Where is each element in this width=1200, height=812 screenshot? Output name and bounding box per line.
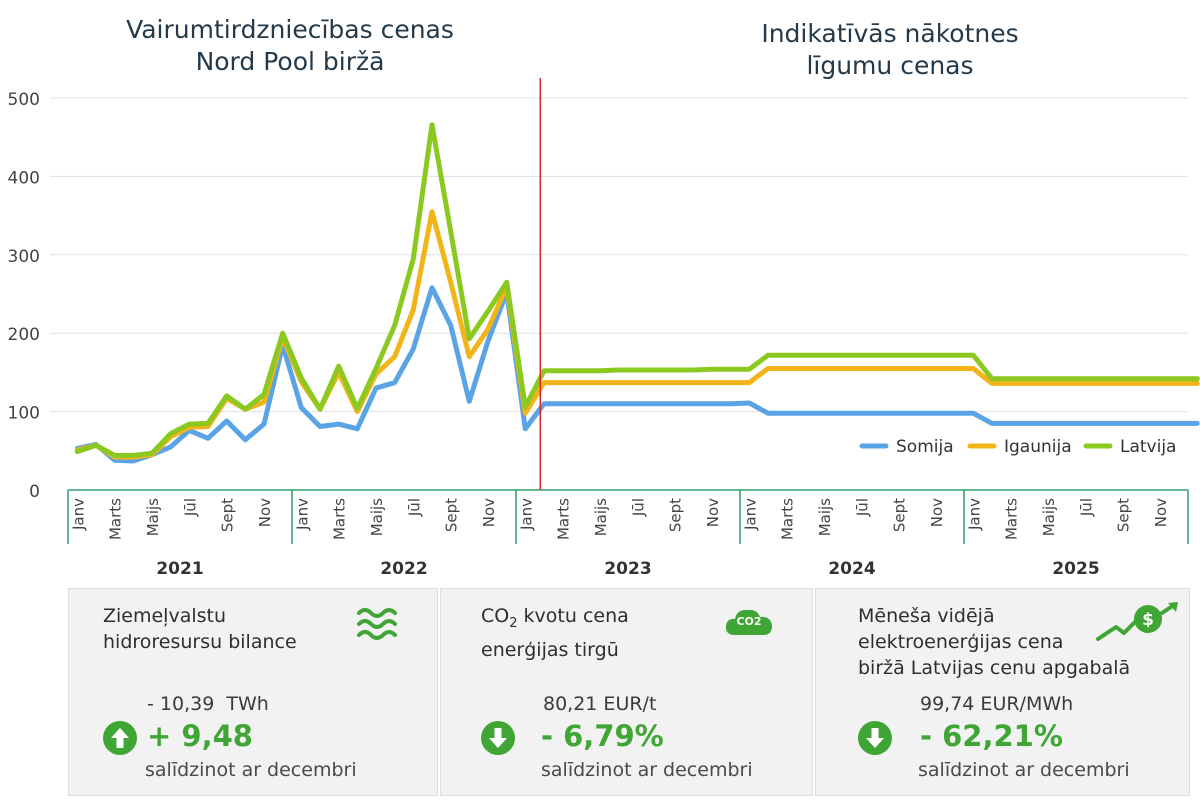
month-label: Nov: [256, 498, 274, 527]
month-label: Maijs: [368, 498, 386, 536]
co2-icon-label: CO2: [736, 615, 762, 628]
month-label: Maijs: [1040, 498, 1058, 536]
month-label: Janv: [293, 498, 311, 531]
hydro-balance-card: Ziemeļvalstu hidroresursu bilance - 10,3…: [68, 588, 438, 796]
month-label: Jūl: [1077, 498, 1095, 517]
month-label: Sept: [1115, 498, 1133, 532]
card-title-line: Ziemeļvalstu: [103, 605, 227, 627]
y-tick-label: 400: [8, 168, 40, 188]
down-arrow-icon: [481, 721, 515, 755]
co2-subscript: 2: [509, 615, 518, 631]
month-label: Janv: [965, 498, 983, 531]
month-label: Marts: [1003, 498, 1021, 540]
absolute-value: 80,21 EUR/t: [543, 693, 657, 715]
card-title-line: Mēneša vidējā: [858, 605, 995, 627]
year-label: 2023: [604, 559, 651, 579]
month-label: Sept: [443, 498, 461, 532]
month-label: Nov: [704, 498, 722, 527]
legend-label: Igaunija: [1004, 437, 1072, 457]
up-arrow-icon: [103, 721, 137, 755]
down-arrow-icon: [858, 721, 892, 755]
month-label: Marts: [331, 498, 349, 540]
electricity-price-card: Mēneša vidējā elektroenerģijas cena birž…: [815, 588, 1190, 796]
month-label: Sept: [667, 498, 685, 532]
delta-value: - 6,79%: [541, 719, 664, 753]
month-label: Jūl: [853, 498, 871, 517]
co2-cloud-icon: CO2: [723, 605, 775, 639]
year-label: 2021: [156, 559, 203, 579]
month-label: Nov: [928, 498, 946, 527]
month-label: Maijs: [144, 498, 162, 536]
year-label: 2025: [1052, 559, 1099, 579]
chart-title-left: Vairumtirdzniecības cenas Nord Pool birž…: [90, 14, 490, 78]
year-label: 2024: [828, 559, 875, 579]
y-tick-label: 200: [8, 325, 40, 345]
series-line-latvija: [74, 122, 1200, 458]
legend-label: Somija: [896, 437, 954, 457]
comparison-text: salīdzinot ar decembri: [541, 759, 753, 781]
chart-title-right-line1: Indikatīvās nākotnes: [761, 19, 1019, 48]
card-title-line: enerģijas tirgū: [481, 638, 619, 661]
y-tick-label: 500: [8, 90, 40, 110]
month-label: Jūl: [181, 498, 199, 517]
month-label: Sept: [891, 498, 909, 532]
chart-title-right-line2: līgumu cenas: [806, 51, 974, 80]
month-label: Nov: [1152, 498, 1170, 527]
card-title-line: CO2 kvotu cena: [481, 603, 629, 637]
month-label: Nov: [480, 498, 498, 527]
year-label: 2022: [380, 559, 427, 579]
chart-title-right: Indikatīvās nākotnes līgumu cenas: [690, 18, 1090, 82]
comparison-text: salīdzinot ar decembri: [918, 759, 1130, 781]
indicator-cards: Ziemeļvalstu hidroresursu bilance - 10,3…: [68, 588, 1190, 796]
series-line-igaunija: [74, 209, 1200, 460]
co2-text: CO: [481, 605, 510, 627]
series-line-somija: [74, 285, 1200, 464]
month-label: Janv: [517, 498, 535, 531]
absolute-value: 99,74 EUR/MWh: [920, 693, 1074, 715]
month-label: Marts: [555, 498, 573, 540]
card-title-line: elektroenerģijas cena: [858, 631, 1064, 653]
delta-value: - 62,21%: [920, 719, 1063, 753]
month-label: Jūl: [629, 498, 647, 517]
card-title-rest: kvotu cena: [517, 605, 629, 627]
legend-label: Latvija: [1120, 437, 1176, 457]
chart-title-left-line2: Nord Pool biržā: [195, 47, 385, 76]
y-tick-label: 0: [29, 482, 40, 502]
comparison-text: salīdzinot ar decembri: [145, 759, 357, 781]
absolute-value-number: - 10,39: [147, 693, 215, 715]
month-label: Janv: [69, 498, 87, 531]
price-growth-icon: $: [1096, 602, 1178, 641]
delta-value: + 9,48: [147, 719, 253, 753]
waves-icon: [357, 608, 397, 640]
month-label: Marts: [779, 498, 797, 540]
chart-title-left-line1: Vairumtirdzniecības cenas: [126, 15, 454, 44]
month-label: Janv: [741, 498, 759, 531]
month-label: Maijs: [816, 498, 834, 536]
svg-text:$: $: [1142, 610, 1154, 630]
y-tick-label: 300: [8, 247, 40, 267]
absolute-value: - 10,39 TWh: [147, 693, 269, 715]
co2-price-card: CO2 kvotu cena enerģijas tirgū CO2 80,21…: [440, 588, 813, 796]
absolute-value-unit: TWh: [226, 693, 269, 715]
card-title: Mēneša vidējā elektroenerģijas cena birž…: [858, 603, 1130, 681]
month-label: Maijs: [592, 498, 610, 536]
card-title-line: biržā Latvijas cenu apgabalā: [858, 657, 1131, 679]
y-tick-label: 100: [8, 404, 40, 424]
month-label: Sept: [219, 498, 237, 532]
price-chart: 0 100 200 300 400 500 Janv Marts Maijs Jūl Sept Nov…: [8, 78, 1200, 579]
card-title-line: hidroresursu bilance: [103, 631, 297, 653]
month-label: Jūl: [405, 498, 423, 517]
month-label: Marts: [107, 498, 125, 540]
card-title: CO2 kvotu cena enerģijas tirgū: [481, 603, 629, 663]
card-title: Ziemeļvalstu hidroresursu bilance: [103, 603, 297, 655]
